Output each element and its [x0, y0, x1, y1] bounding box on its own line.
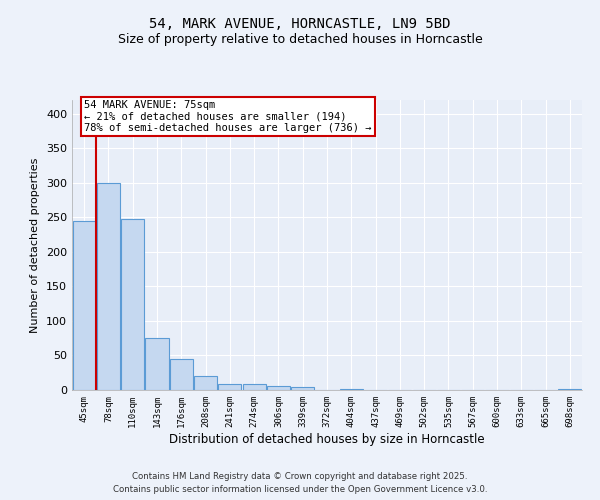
- Bar: [73, 221, 95, 390]
- Text: Contains HM Land Registry data © Crown copyright and database right 2025.: Contains HM Land Registry data © Crown c…: [132, 472, 468, 481]
- Bar: [194, 376, 217, 390]
- Bar: [218, 384, 241, 390]
- Bar: [242, 384, 266, 390]
- Y-axis label: Number of detached properties: Number of detached properties: [31, 158, 40, 332]
- Text: Contains public sector information licensed under the Open Government Licence v3: Contains public sector information licen…: [113, 485, 487, 494]
- Bar: [291, 387, 314, 390]
- Bar: [121, 219, 144, 390]
- Bar: [267, 386, 290, 390]
- Bar: [340, 388, 363, 390]
- X-axis label: Distribution of detached houses by size in Horncastle: Distribution of detached houses by size …: [169, 432, 485, 446]
- Text: 54 MARK AVENUE: 75sqm
← 21% of detached houses are smaller (194)
78% of semi-det: 54 MARK AVENUE: 75sqm ← 21% of detached …: [84, 100, 371, 133]
- Text: 54, MARK AVENUE, HORNCASTLE, LN9 5BD: 54, MARK AVENUE, HORNCASTLE, LN9 5BD: [149, 18, 451, 32]
- Bar: [145, 338, 169, 390]
- Bar: [170, 359, 193, 390]
- Text: Size of property relative to detached houses in Horncastle: Size of property relative to detached ho…: [118, 32, 482, 46]
- Bar: [559, 388, 581, 390]
- Bar: [97, 183, 120, 390]
